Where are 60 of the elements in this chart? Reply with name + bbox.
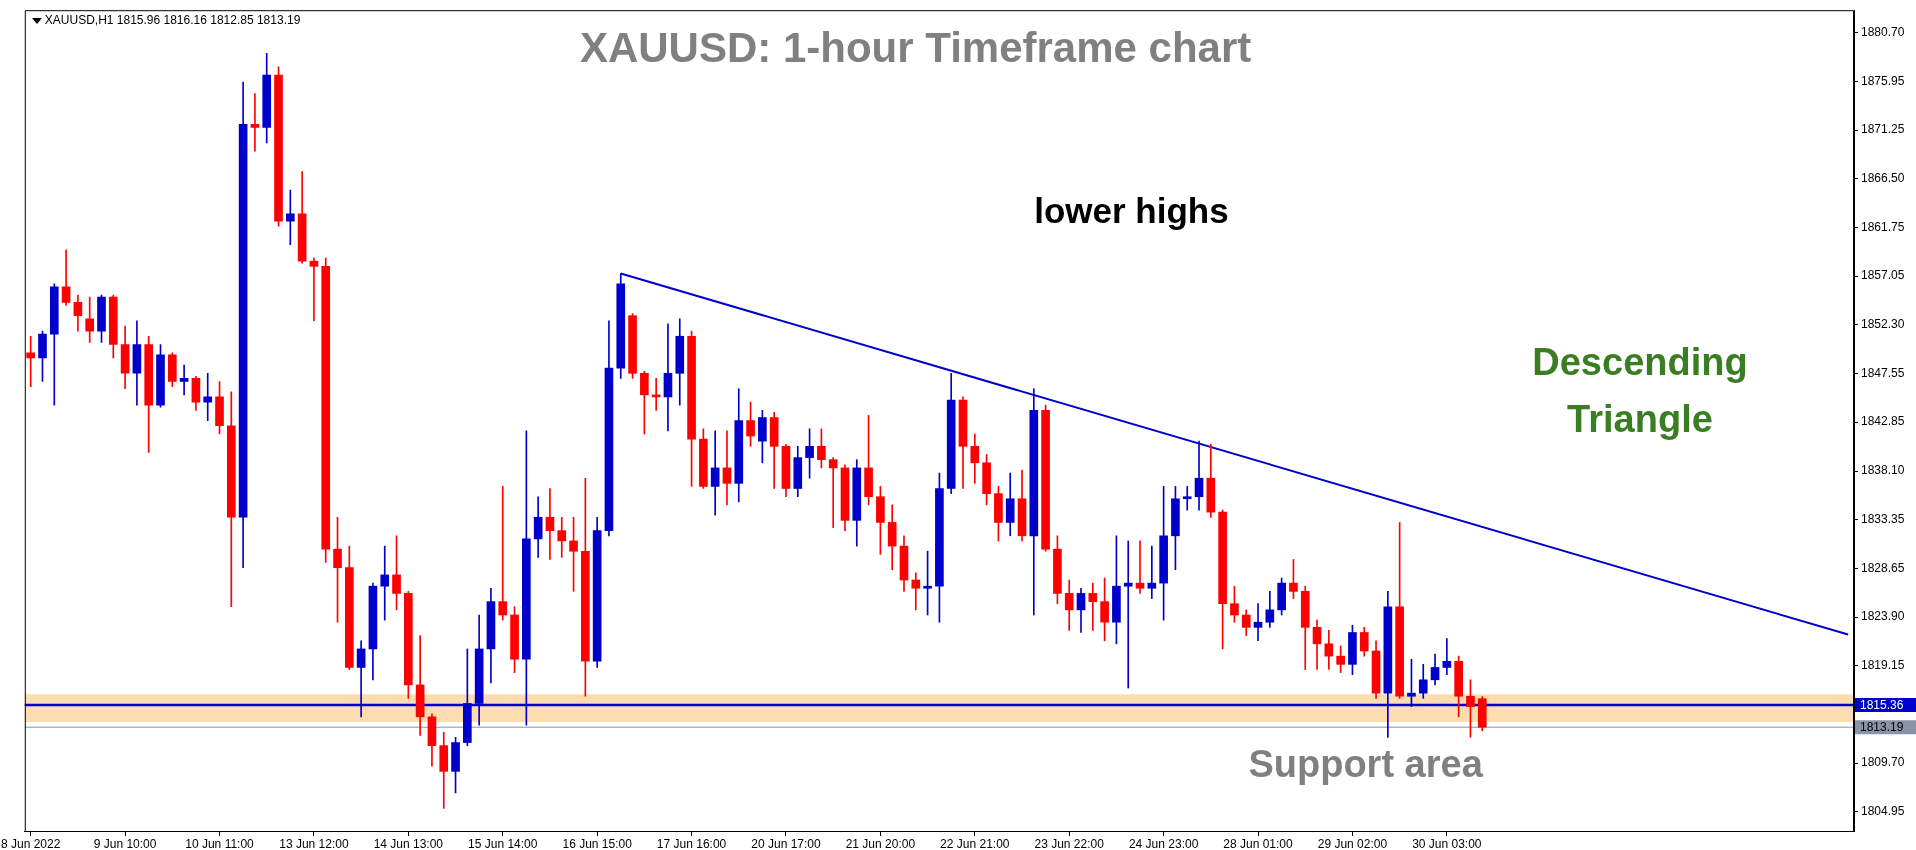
x-tick-label: 10 Jun 11:00 (185, 836, 255, 850)
x-tick-label: 22 Jun 21:00 (940, 836, 1010, 850)
y-tick-label: 1875.95 (1861, 74, 1905, 88)
candlestick (1123, 540, 1133, 689)
band-label: Support area (1248, 743, 1484, 786)
candlestick (828, 457, 838, 528)
annotation: lower highs (1034, 190, 1229, 230)
ref-line-label: 1815.36 (1860, 697, 1904, 712)
candlestick (1147, 545, 1157, 599)
candlestick (710, 430, 720, 516)
x-tick-label: 21 Jun 20:00 (845, 836, 916, 850)
candlestick (380, 545, 390, 621)
candlestick (179, 364, 189, 396)
y-tick-label: 1847.55 (1861, 366, 1905, 381)
candlestick (545, 488, 555, 560)
x-tick-label: 20 Jun 17:00 (751, 836, 821, 850)
candlestick (1442, 638, 1452, 675)
x-tick-label: 14 Jun 13:00 (373, 836, 444, 850)
candlestick (250, 93, 260, 152)
x-tick-label: 16 Jun 15:00 (562, 836, 633, 850)
y-tick-label: 1866.50 (1861, 171, 1905, 186)
y-tick-label: 1819.15 (1861, 658, 1905, 673)
annotation: XAUUSD,H1 1815.96 1816.16 1812.85 1813.19 (44, 12, 301, 27)
y-tick-label: 1871.25 (1861, 122, 1905, 137)
x-tick-label: 28 Jun 01:00 (1223, 836, 1294, 850)
x-tick-label: 23 Jun 22:00 (1034, 836, 1105, 850)
x-tick-label: 8 Jun 2022 (1, 836, 61, 850)
y-tick-label: 1861.75 (1861, 220, 1905, 235)
ref-line-label: 1813.19 (1860, 720, 1904, 735)
candlestick (663, 323, 673, 432)
y-tick-label: 1804.95 (1861, 804, 1905, 819)
x-tick-label: 9 Jun 10:00 (93, 836, 157, 850)
candlestick (26, 335, 36, 387)
y-tick-label: 1852.30 (1861, 317, 1905, 332)
y-tick-label: 1880.70 (1861, 25, 1905, 40)
candlestick (911, 572, 921, 611)
annotation: Descending Triangle (1532, 340, 1748, 440)
candlestick (1088, 582, 1098, 631)
candlestick (1135, 540, 1145, 594)
candlestick (1182, 486, 1192, 511)
candlestick (309, 257, 319, 322)
candlestick (1253, 603, 1263, 642)
y-tick-label: 1828.65 (1861, 560, 1905, 575)
y-tick-label: 1842.85 (1861, 414, 1905, 429)
y-tick-label: 1823.90 (1861, 609, 1905, 624)
x-tick-label: 24 Jun 23:00 (1128, 836, 1199, 850)
y-tick-label: 1857.05 (1861, 268, 1905, 283)
x-tick-label: 30 Jun 03:00 (1412, 836, 1482, 850)
x-tick-label: 15 Jun 14:00 (468, 836, 538, 850)
x-tick-label: 13 Jun 12:00 (279, 836, 349, 850)
y-tick-label: 1833.35 (1861, 512, 1905, 527)
x-tick-label: 17 Jun 16:00 (656, 836, 727, 850)
candlestick (722, 430, 732, 506)
chart-title: XAUUSD: 1-hour Timeframe chart (579, 23, 1252, 71)
candlestick (285, 189, 295, 246)
y-tick-label: 1809.70 (1861, 755, 1905, 770)
x-tick-label: 29 Jun 02:00 (1317, 836, 1388, 850)
y-tick-label: 1838.10 (1861, 463, 1905, 478)
candlestick (498, 486, 508, 621)
candlestick (203, 372, 213, 421)
